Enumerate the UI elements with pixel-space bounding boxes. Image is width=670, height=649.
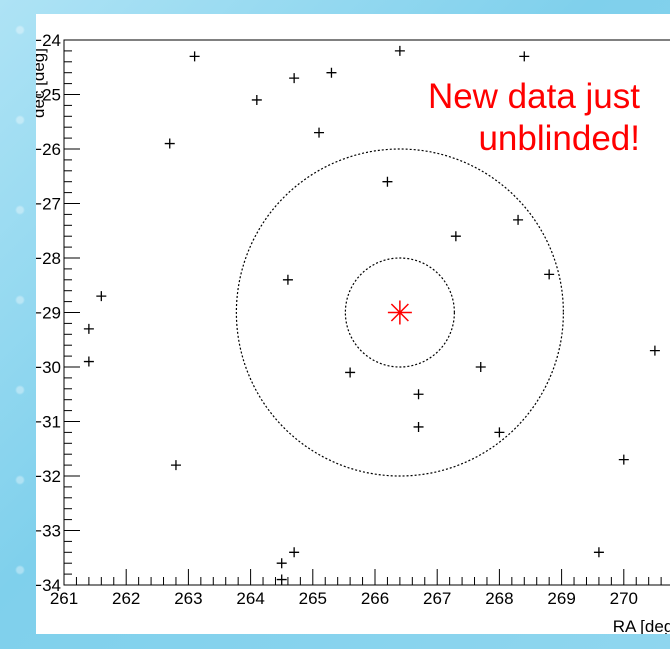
data-point [475,362,486,372]
x-tick-label: 263 [174,589,202,608]
data-point [394,45,405,56]
data-point [83,323,94,334]
data-point [519,51,530,62]
data-point [282,274,293,285]
data-point [289,73,300,84]
data-point [83,356,94,367]
dotted-circle [235,148,564,477]
data-point [326,67,337,78]
data-point [513,214,524,225]
data-point [96,291,107,302]
dotted-circle [344,257,455,368]
data-point [450,231,461,242]
annotation-line-2: unblinded! [478,119,640,158]
y-tick-label: −26 [36,140,61,159]
plot-panel: 26126226326426526626726826927027−24−25−2… [36,14,670,634]
data-point [289,547,300,558]
data-point [382,176,393,187]
y-tick-label: −32 [36,467,61,486]
data-point [164,138,175,149]
data-point [276,558,287,569]
y-axis-label: dec [deg] [36,48,48,118]
data-point [544,269,555,280]
x-tick-label: 266 [361,589,389,608]
x-tick-label: 269 [547,589,575,608]
data-point [276,574,287,585]
x-tick-label: 261 [50,589,78,608]
annotation-line-1: New data just [427,77,640,116]
y-tick-label: −28 [36,249,61,268]
y-tick-label: −25 [36,86,61,105]
source-star-marker [387,300,412,325]
y-tick-label: −30 [36,358,61,377]
annotation: New data just unblinded! [356,76,640,160]
data-point [345,367,356,378]
scatter-chart: 26126226326426526626726826927027−24−25−2… [36,31,670,634]
data-point [251,94,262,105]
data-point [189,51,200,62]
x-tick-label: 264 [236,589,264,608]
data-point [649,345,660,356]
x-tick-label: 270 [610,589,638,608]
y-tick-label: −34 [36,576,61,595]
data-point [593,547,604,558]
data-point [494,427,505,438]
y-tick-label: −24 [36,31,61,50]
x-axis-label: RA [deg] [613,617,670,634]
y-tick-label: −27 [36,195,61,214]
y-tick-label: −31 [36,413,61,432]
x-tick-label: 262 [112,589,140,608]
data-point [618,454,629,465]
x-tick-label: 268 [485,589,513,608]
y-tick-label: −29 [36,304,61,323]
x-tick-label: 265 [299,589,327,608]
data-point [314,127,325,138]
y-tick-label: −33 [36,522,61,541]
data-point [413,389,424,400]
data-point [413,421,424,432]
x-tick-label: 267 [423,589,451,608]
data-point [170,460,181,471]
